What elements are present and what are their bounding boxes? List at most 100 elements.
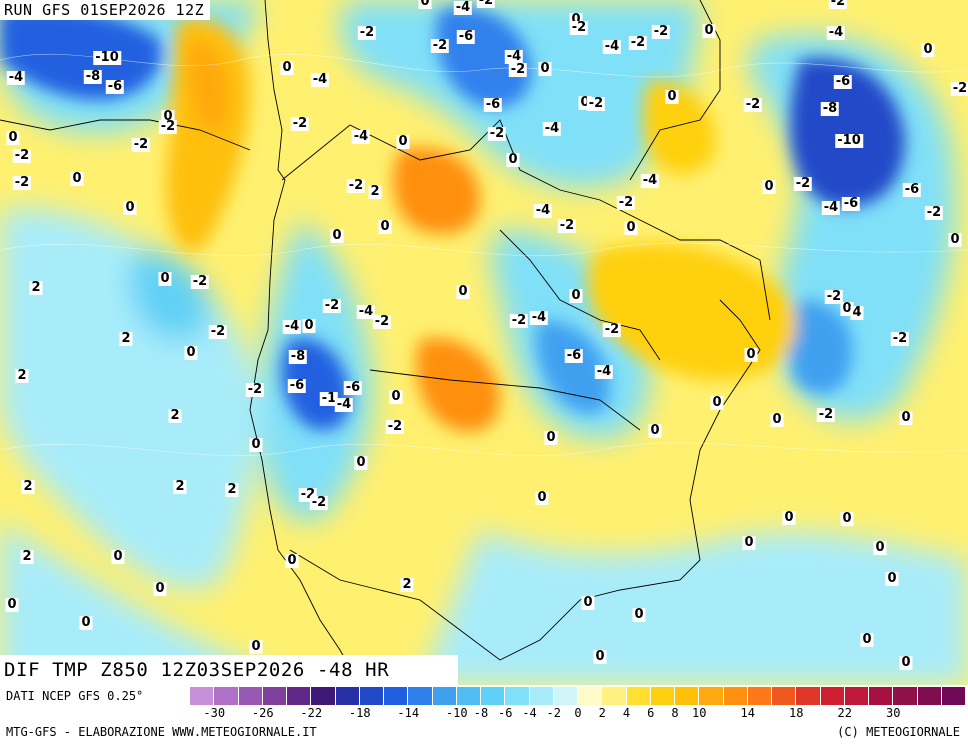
anomaly-contour-label: -6 — [287, 378, 307, 393]
anomaly-contour-label: 0 — [544, 430, 558, 445]
anomaly-contour-label: 0 — [302, 318, 316, 333]
legend-swatch — [359, 687, 384, 705]
legend-tick-label: -30 — [203, 706, 226, 720]
legend-swatch — [287, 687, 312, 705]
anomaly-contour-label: 0 — [70, 171, 84, 186]
anomaly-contour-label: 0 — [624, 220, 638, 235]
legend-swatch — [723, 687, 748, 705]
legend-swatch — [675, 687, 700, 705]
anomaly-contour-label: -4 — [821, 200, 841, 215]
anomaly-contour-label: -2 — [828, 0, 848, 9]
anomaly-contour-label: 0 — [581, 595, 595, 610]
legend-tick-label: 10 — [692, 706, 707, 720]
legend-swatch — [626, 687, 651, 705]
anomaly-contour-label: -6 — [902, 182, 922, 197]
legend-swatch — [772, 687, 797, 705]
legend-swatch — [941, 687, 966, 705]
anomaly-contour-label: -6 — [456, 29, 476, 44]
anomaly-contour-label: 0 — [123, 200, 137, 215]
anomaly-contour-label: 4 — [850, 305, 864, 320]
anomaly-contour-label: 0 — [330, 228, 344, 243]
anomaly-contour-label: 0 — [899, 655, 913, 670]
legend-tick-label: 6 — [647, 706, 655, 720]
anomaly-contour-label: 0 — [632, 607, 646, 622]
legend-swatch — [190, 687, 215, 705]
anomaly-contour-label: -4 — [542, 121, 562, 136]
anomaly-contour-label: 0 — [354, 455, 368, 470]
anomaly-contour-label: -2 — [346, 178, 366, 193]
legend-swatch — [481, 687, 506, 705]
map-title: DIF TMP Z850 12Z03SEP2026 -48 HR — [0, 655, 458, 685]
legend-tick-label: -6 — [498, 706, 513, 720]
legend-swatch — [384, 687, 409, 705]
anomaly-contour-label: 0 — [648, 423, 662, 438]
anomaly-contour-label: 0 — [538, 61, 552, 76]
anomaly-contour-label: -10 — [93, 50, 121, 65]
anomaly-contour-label: 0 — [396, 134, 410, 149]
anomaly-contour-label: 0 — [79, 615, 93, 630]
anomaly-contour-label: -6 — [343, 380, 363, 395]
legend-swatch — [796, 687, 821, 705]
anomaly-contour-label: 0 — [153, 581, 167, 596]
anomaly-contour-label: 0 — [744, 347, 758, 362]
legend-swatch — [869, 687, 894, 705]
credit-left: MTG-GFS - ELABORAZIONE WWW.METEOGIORNALE… — [6, 725, 317, 739]
anomaly-contour-label: 0 — [948, 232, 962, 247]
legend-tick-label: -10 — [445, 706, 468, 720]
anomaly-contour-label: -2 — [322, 298, 342, 313]
anomaly-contour-label: 0 — [456, 284, 470, 299]
anomaly-contour-label: 0 — [899, 410, 913, 425]
legend-swatch — [529, 687, 554, 705]
anomaly-contour-label: -2 — [487, 126, 507, 141]
anomaly-contour-label: 2 — [20, 549, 34, 564]
anomaly-contour-label: -2 — [793, 176, 813, 191]
anomaly-contour-label: 0 — [782, 510, 796, 525]
legend-tick-label: 4 — [622, 706, 631, 720]
anomaly-contour-label: -2 — [372, 314, 392, 329]
legend-swatch — [432, 687, 457, 705]
anomaly-contour-label: 2 — [225, 482, 239, 497]
anomaly-contour-label: -4 — [640, 173, 660, 188]
anomaly-contour-label: -6 — [483, 97, 503, 112]
anomaly-contour-label: -2 — [924, 205, 944, 220]
anomaly-contour-label: -2 — [12, 148, 32, 163]
anomaly-contour-label: -4 — [533, 203, 553, 218]
anomaly-contour-label: 2 — [400, 577, 414, 592]
anomaly-contour-label: -4 — [310, 72, 330, 87]
legend-tick-label: -8 — [473, 706, 489, 720]
legend-tick-label: -26 — [251, 706, 274, 720]
anomaly-contour-label: -2 — [651, 24, 671, 39]
legend-tick-label: -2 — [546, 706, 561, 720]
anomaly-contour-label: 0 — [535, 490, 549, 505]
anomaly-contour-label: -2 — [743, 97, 763, 112]
anomaly-contour-label: -2 — [158, 119, 178, 134]
anomaly-contour-label: 2 — [368, 184, 382, 199]
anomaly-contour-label: -2 — [357, 25, 377, 40]
anomaly-contour-label: -4 — [504, 49, 524, 64]
anomaly-contour-label: -4 — [602, 39, 622, 54]
anomaly-contour-label: -2 — [816, 407, 836, 422]
anomaly-contour-label: 2 — [173, 479, 187, 494]
anomaly-contour-label: -4 — [594, 364, 614, 379]
anomaly-contour-label: 0 — [5, 597, 19, 612]
anomaly-contour-label: 0 — [280, 60, 294, 75]
anomaly-contour-label: 0 — [921, 42, 935, 57]
anomaly-contour-label: -2 — [245, 382, 265, 397]
anomaly-contour-label: 0 — [506, 152, 520, 167]
legend-swatch — [917, 687, 942, 705]
legend-swatch — [820, 687, 845, 705]
anomaly-contour-label: 0 — [249, 437, 263, 452]
anomaly-contour-label: -6 — [105, 79, 125, 94]
anomaly-contour-label: -2 — [12, 175, 32, 190]
anomaly-contour-label: 0 — [285, 553, 299, 568]
anomaly-contour-label: -2 — [290, 116, 310, 131]
anomaly-contour-label: -2 — [476, 0, 496, 8]
legend-swatch — [408, 687, 433, 705]
legend-tick-label: 30 — [886, 706, 901, 720]
legend-tick-label: -18 — [348, 706, 371, 720]
anomaly-contour-label: -6 — [564, 348, 584, 363]
data-source: DATI NCEP GFS 0.25° — [6, 689, 144, 703]
anomaly-contour-label: -4 — [282, 319, 302, 334]
anomaly-contour-label: -2 — [569, 20, 589, 35]
legend-tick-label: 8 — [671, 706, 679, 720]
